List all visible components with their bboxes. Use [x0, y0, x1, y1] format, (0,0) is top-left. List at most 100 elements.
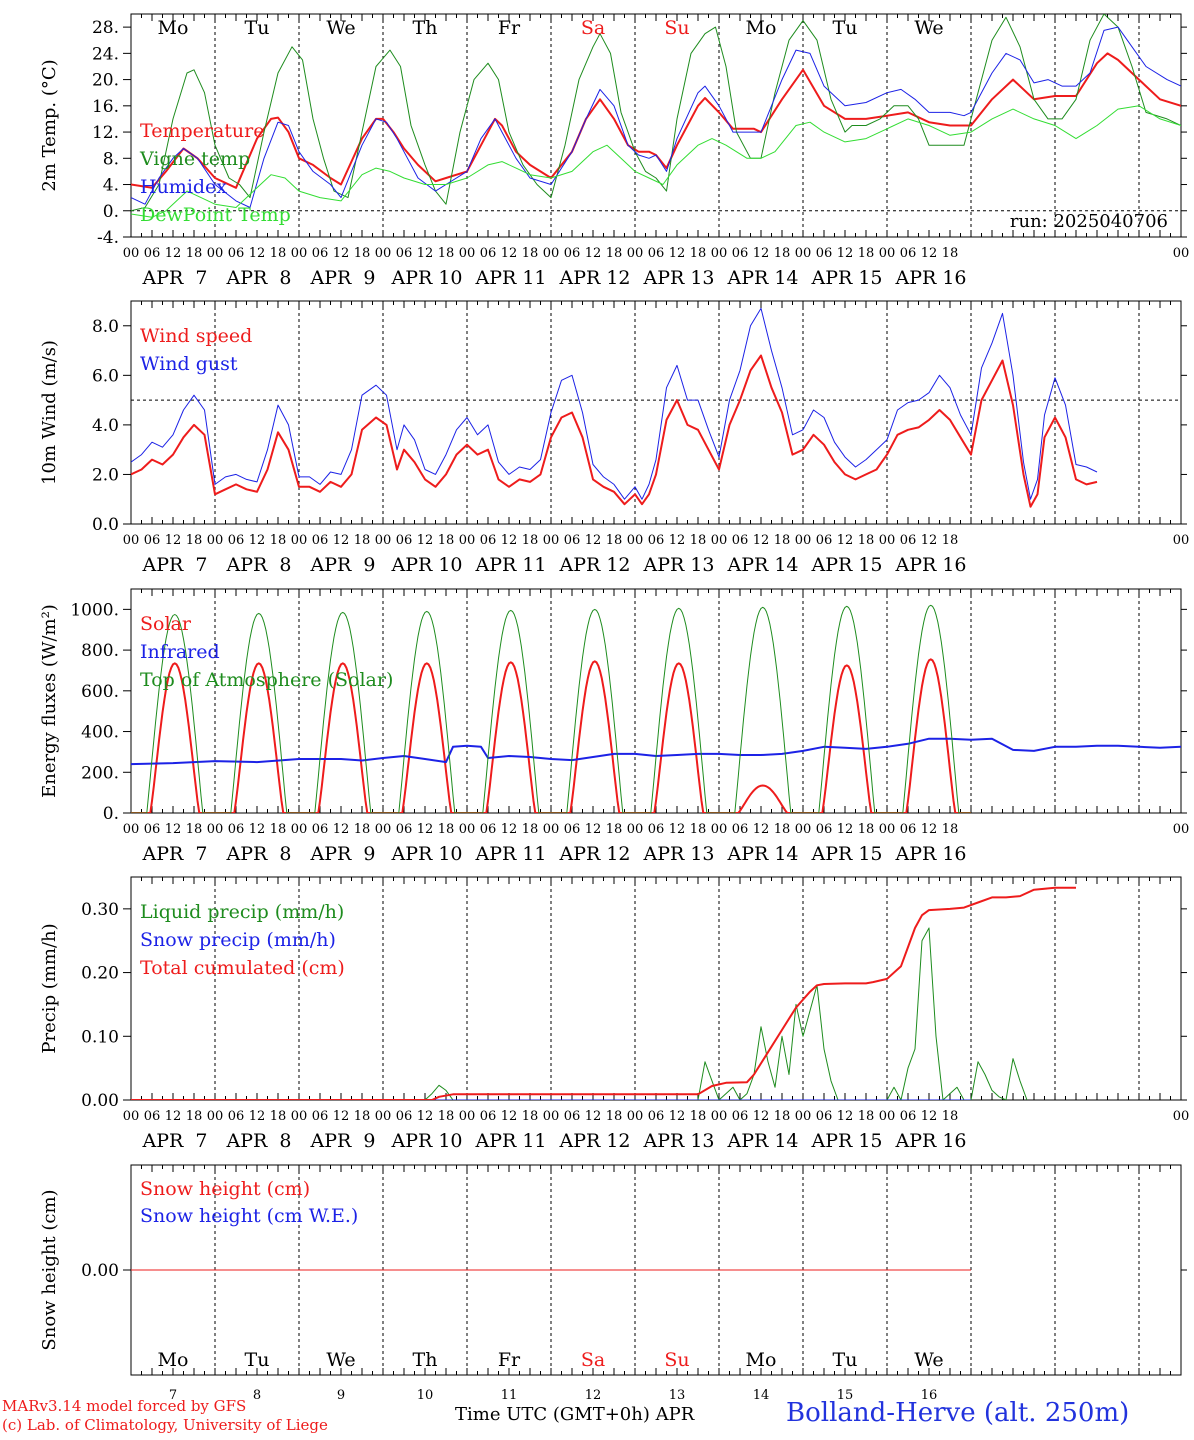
hour-tick-label: 00 [711, 533, 728, 548]
hour-tick-label: 18 [606, 822, 623, 837]
hour-tick-label: 06 [900, 822, 917, 837]
date-label: APR 16 [894, 843, 966, 865]
hour-tick-label: 18 [186, 1109, 203, 1124]
date-label: APR 11 [474, 554, 546, 576]
hour-tick-label: 12 [501, 1109, 518, 1124]
date-label: APR 14 [726, 554, 798, 576]
hour-tick-label: 06 [816, 246, 833, 261]
hour-tick-label: 00 [459, 1109, 476, 1124]
day-number-label: 11 [501, 1388, 518, 1403]
hour-tick-label: 18 [354, 822, 371, 837]
hour-tick-label: 06 [732, 246, 749, 261]
panel-1: -4. 0. 4. 8. 12. 16. 20. 24. 28. 2m Temp. (°C) Tem… [39, 13, 1189, 289]
hour-tick-label: 18 [270, 533, 287, 548]
hour-tick-label: 06 [564, 246, 581, 261]
weekday-label: Tu [245, 17, 270, 39]
hour-tick-label: 12 [417, 246, 434, 261]
hour-tick-label: 06 [312, 1109, 329, 1124]
weekday-label: Sa [581, 1349, 605, 1371]
ytick-label: 0.20 [81, 964, 119, 984]
date-label: APR 11 [474, 267, 546, 289]
model-line-2: (c) Lab. of Climatology, University of L… [2, 1416, 328, 1434]
hour-tick-label: 06 [648, 246, 665, 261]
date-label: APR 8 [226, 554, 292, 576]
series-line-top-of-atmosphere-solar- [131, 604, 971, 813]
hour-tick-label: 00 [711, 1109, 728, 1124]
hour-tick-label: 00 [711, 246, 728, 261]
date-label: APR 15 [810, 843, 882, 865]
legend-entry: Snow height (cm) [140, 1178, 310, 1200]
hour-tick-label: 12 [249, 246, 266, 261]
hour-tick-label: 18 [438, 822, 455, 837]
hour-tick-label: 00 [291, 533, 308, 548]
hour-tick-label: 12 [333, 533, 350, 548]
ytick-label: 2.0 [92, 465, 119, 485]
date-label: APR 8 [226, 267, 292, 289]
plot-frame [130, 300, 1182, 525]
hour-tick-label: 18 [522, 822, 539, 837]
hour-tick-label: 06 [648, 822, 665, 837]
panel-4: 0.00 0.10 0.20 0.30 Precip (mm/h) Liquid prec… [39, 876, 1189, 1152]
hour-tick-label: 18 [858, 533, 875, 548]
hour-tick-label: 00 [375, 246, 392, 261]
hour-tick-label: 00 [123, 1109, 140, 1124]
legend-entry: DewPoint Temp [140, 204, 291, 226]
station-name: Bolland-Herve (alt. 250m) [786, 1398, 1130, 1428]
hour-tick-label: 00 [795, 246, 812, 261]
hour-tick-label: 06 [396, 533, 413, 548]
hour-tick-label: 00 [543, 246, 560, 261]
legend-entry: Liquid precip (mm/h) [140, 901, 344, 923]
hour-tick-label: 18 [270, 246, 287, 261]
hour-tick-label: 12 [669, 533, 686, 548]
ytick-label: 0. [103, 202, 119, 222]
hour-tick-label: 06 [648, 1109, 665, 1124]
ytick-label: 800. [81, 641, 119, 661]
hour-tick-label: 18 [774, 822, 791, 837]
weekday-label: Sa [581, 17, 605, 39]
day-number-label: 12 [585, 1388, 602, 1403]
hour-tick-label: 00 [291, 1109, 308, 1124]
hour-tick-label: 06 [732, 533, 749, 548]
y-axis-label: Snow height (cm) [39, 1189, 60, 1350]
hour-tick-label: 12 [753, 1109, 770, 1124]
weekday-label: We [914, 17, 943, 39]
hour-tick-label: 00 [627, 822, 644, 837]
ytick-label: 1000. [70, 600, 119, 620]
hour-tick-label: 06 [816, 1109, 833, 1124]
model-line-1: MARv3.14 model forced by GFS [2, 1397, 247, 1415]
day-number-label: 15 [837, 1388, 854, 1403]
hour-tick-label: 00 [459, 246, 476, 261]
legend-entry: Wind speed [140, 325, 252, 347]
ytick-label: -4. [97, 228, 119, 248]
date-label: APR 8 [226, 1130, 292, 1152]
hour-tick-label: 18 [774, 246, 791, 261]
legend-entry: Vigne temp [139, 148, 250, 170]
hour-tick-label: 18 [690, 822, 707, 837]
series-line-wind-gust [131, 307, 1098, 500]
hour-tick-label: 12 [249, 1109, 266, 1124]
hour-tick-label: 00 [879, 822, 896, 837]
ytick-label: 200. [81, 763, 119, 783]
ytick-label: 600. [81, 682, 119, 702]
hour-tick-label: 06 [480, 1109, 497, 1124]
hour-tick-label: 18 [522, 533, 539, 548]
hour-tick-label: 18 [354, 533, 371, 548]
hour-tick-label: 06 [228, 246, 245, 261]
date-label: APR 16 [894, 554, 966, 576]
hour-tick-label: 06 [144, 822, 161, 837]
series-line-humidex [131, 26, 1181, 208]
hour-tick-label: 06 [228, 1109, 245, 1124]
hour-tick-label: 12 [669, 246, 686, 261]
hour-tick-label: 18 [606, 246, 623, 261]
hour-tick-label: 12 [921, 822, 938, 837]
date-label: APR 14 [726, 843, 798, 865]
hour-tick-label: 18 [774, 1109, 791, 1124]
ytick-label: 0.00 [81, 1261, 119, 1281]
date-label: APR 8 [226, 843, 292, 865]
hour-tick-label: 12 [417, 822, 434, 837]
hour-tick-label: 06 [564, 1109, 581, 1124]
date-label: APR 14 [726, 267, 798, 289]
date-label: APR 9 [310, 267, 376, 289]
weekday-label: Su [664, 1349, 689, 1371]
weekday-label: Tu [833, 17, 858, 39]
